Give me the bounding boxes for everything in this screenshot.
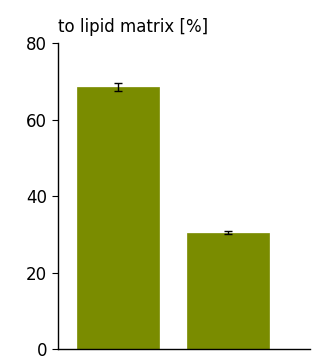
Bar [77,87,159,349]
Text: to lipid matrix [%]: to lipid matrix [%] [58,18,208,36]
Bar [187,233,269,349]
